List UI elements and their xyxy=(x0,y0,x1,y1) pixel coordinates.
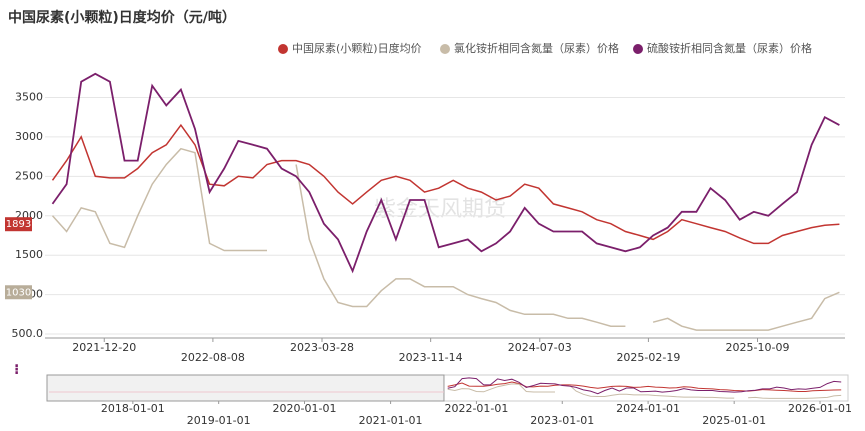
navigator-tick-label: 2020-01-01 xyxy=(273,402,337,415)
y-tick-label: 3000 xyxy=(15,130,43,143)
x-tick-label: 2024-07-03 xyxy=(508,341,572,354)
navigator-tick-label: 2024-01-01 xyxy=(616,402,680,415)
y-tick-label: 2500 xyxy=(15,169,43,182)
y-tick-label: 500.0 xyxy=(12,327,44,340)
legend-marker xyxy=(278,44,288,54)
navigator-tick-label: 2018-01-01 xyxy=(101,402,165,415)
watermark: 紫金天风期货 xyxy=(374,197,506,222)
navigator-tick-label: 2021-01-01 xyxy=(359,414,423,427)
x-tick-label: 2021-12-20 xyxy=(72,341,136,354)
navigator-tick-label: 2026-01-01 xyxy=(788,402,852,415)
x-tick-label: 2023-03-28 xyxy=(290,341,354,354)
navigator-line xyxy=(447,381,842,392)
chart-title: 中国尿素(小颗粒)日度均价（元/吨） xyxy=(8,9,236,26)
navigator-line xyxy=(447,383,842,399)
y-tick-label: 1500 xyxy=(15,248,43,261)
x-tick-label: 2025-02-19 xyxy=(616,351,680,364)
series-line xyxy=(51,72,840,274)
x-tick-label: 2023-11-14 xyxy=(399,351,463,364)
navigator-tick-label: 2022-01-01 xyxy=(444,402,508,415)
x-tick-label: 2025-10-09 xyxy=(726,341,790,354)
navigator-unselected xyxy=(46,374,445,402)
navigator-tick-label: 2019-01-01 xyxy=(187,414,251,427)
series-line xyxy=(51,123,840,245)
navigator-line xyxy=(447,377,842,395)
value-label-box xyxy=(5,217,32,232)
legend-label: 中国尿素(小颗粒)日度均价 xyxy=(292,41,422,55)
series-line xyxy=(51,147,840,331)
y-tick-label: 3500 xyxy=(15,90,43,103)
legend-marker xyxy=(633,44,643,54)
legend-marker xyxy=(440,44,450,54)
navigator-icon: ⁝ xyxy=(14,362,19,378)
navigator-tick-label: 2023-01-01 xyxy=(530,414,594,427)
value-label-box xyxy=(5,285,32,300)
navigator-tick-label: 2025-01-01 xyxy=(702,414,766,427)
value-label: 1030 xyxy=(6,287,31,298)
legend-label: 硫酸铵折相同含氮量（尿素）价格 xyxy=(647,41,812,55)
x-tick-label: 2022-08-08 xyxy=(181,351,245,364)
value-label: 1893 xyxy=(6,219,31,230)
legend-label: 氯化铵折相同含氮量（尿素）价格 xyxy=(454,41,619,55)
